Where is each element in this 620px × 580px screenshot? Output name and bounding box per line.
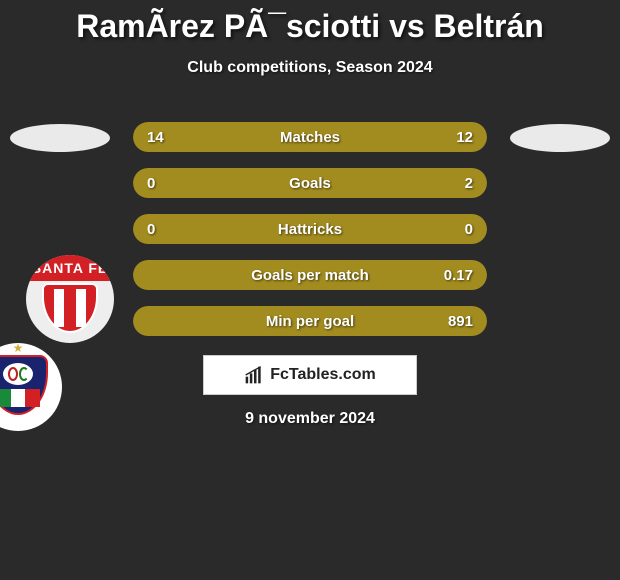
date-label: 9 november 2024 — [0, 410, 620, 428]
stat-label: Matches — [133, 122, 487, 152]
stat-row-matches: 14 Matches 12 — [133, 122, 487, 152]
santafe-label: SANTA FE — [26, 255, 114, 281]
stat-row-goals: 0 Goals 2 — [133, 168, 487, 198]
bar-chart-icon — [244, 365, 264, 385]
fctables-label: FcTables.com — [270, 366, 376, 384]
star-icon: ★ — [13, 341, 24, 355]
once-shield — [0, 355, 48, 415]
stat-row-gpm: Goals per match 0.17 — [133, 260, 487, 290]
player-right-avatar — [510, 124, 610, 152]
stat-right-value: 12 — [456, 122, 473, 152]
player-left-avatar — [10, 124, 110, 152]
stat-right-value: 891 — [448, 306, 473, 336]
stat-label: Goals per match — [133, 260, 487, 290]
stat-right-value: 0.17 — [444, 260, 473, 290]
subtitle: Club competitions, Season 2024 — [0, 59, 620, 77]
page-title: RamÃ­rez PÃ¯sciotti vs Beltrán — [0, 0, 620, 45]
fctables-link[interactable]: FcTables.com — [203, 355, 417, 395]
stat-row-hattricks: 0 Hattricks 0 — [133, 214, 487, 244]
club-badge-left: SANTA FE — [26, 255, 114, 343]
stat-label: Min per goal — [133, 306, 487, 336]
santafe-shield — [42, 283, 98, 333]
stat-row-mpg: Min per goal 891 — [133, 306, 487, 336]
stat-label: Goals — [133, 168, 487, 198]
stat-right-value: 2 — [465, 168, 473, 198]
stats-container: 14 Matches 12 0 Goals 2 0 Hattricks 0 Go… — [133, 122, 487, 352]
stat-label: Hattricks — [133, 214, 487, 244]
stat-right-value: 0 — [465, 214, 473, 244]
